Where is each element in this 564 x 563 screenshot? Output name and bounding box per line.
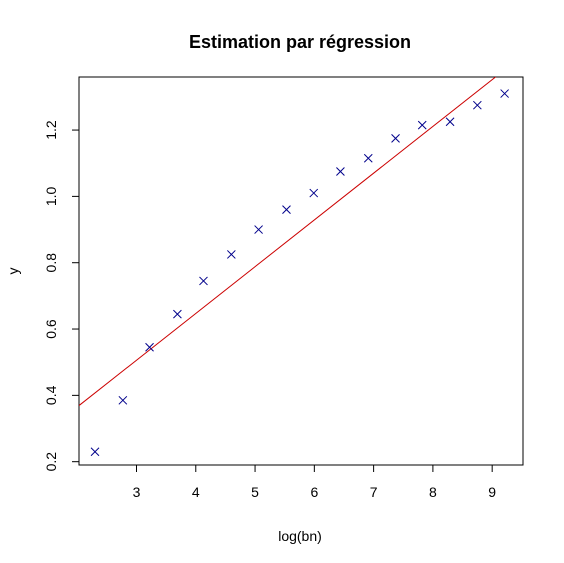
- y-axis-label: y: [5, 268, 21, 275]
- data-point: [118, 395, 128, 405]
- data-point: [363, 153, 373, 163]
- x-tick-label: 8: [429, 484, 437, 500]
- plot-frame: [78, 76, 524, 466]
- chart-title: Estimation par régression: [189, 32, 411, 52]
- data-point: [473, 100, 482, 110]
- data-point: [309, 188, 319, 198]
- data-point: [336, 167, 345, 176]
- data-point: [282, 205, 291, 215]
- y-tick-label: 0.6: [43, 319, 59, 339]
- data-point: [226, 250, 236, 259]
- y-axis: 0.2 0.4 0.6 0.8 1.0 1.2: [43, 120, 80, 472]
- data-point: [173, 309, 182, 319]
- data-point: [254, 225, 263, 234]
- y-tick-label: 0.2: [43, 452, 59, 472]
- x-tick-label: 5: [251, 484, 259, 500]
- data-point: [90, 447, 100, 457]
- data-point: [391, 133, 400, 143]
- x-tick-label: 3: [133, 484, 141, 500]
- y-tick-label: 0.4: [43, 385, 59, 405]
- x-tick-label: 6: [310, 484, 318, 500]
- data-point: [445, 117, 455, 127]
- data-point: [500, 89, 509, 98]
- data-point: [145, 342, 154, 352]
- data-point: [199, 276, 208, 286]
- y-tick-label: 0.8: [43, 253, 59, 273]
- regression-line: [79, 77, 497, 406]
- x-axis: 3 4 5 6 7 8 9: [133, 464, 496, 500]
- y-tick-label: 1.0: [43, 186, 59, 206]
- data-point: [417, 120, 427, 130]
- x-tick-label: 4: [192, 484, 200, 500]
- x-tick-label: 9: [488, 484, 496, 500]
- x-tick-label: 7: [370, 484, 378, 500]
- scatter-points: [90, 89, 509, 457]
- y-tick-label: 1.2: [43, 120, 59, 140]
- regression-line-group: [79, 77, 497, 406]
- x-axis-label: log(bn): [278, 528, 322, 544]
